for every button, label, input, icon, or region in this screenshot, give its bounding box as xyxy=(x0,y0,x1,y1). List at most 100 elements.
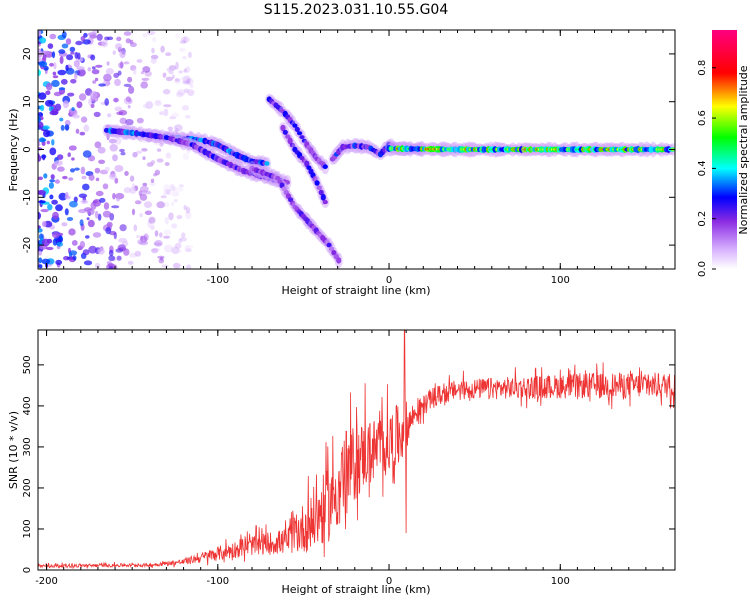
heatmap-noise-cell xyxy=(68,177,74,181)
heatmap-noise-cell xyxy=(55,204,63,212)
heatmap-noise-cell xyxy=(109,144,118,152)
heatmap-noise-cell xyxy=(94,210,99,219)
heatmap-noise-cell xyxy=(82,249,90,256)
heatmap-ridge-cell xyxy=(328,246,335,252)
heatmap-noise-cell xyxy=(94,77,99,82)
heatmap-noise-cell xyxy=(172,262,181,269)
heatmap-noise-cell xyxy=(116,111,124,116)
heatmap-noise-cell xyxy=(40,208,49,213)
heatmap-ridge-cell xyxy=(289,142,296,148)
spectrogram-ytick-label: -10 xyxy=(22,189,33,205)
heatmap-noise-cell xyxy=(54,103,62,112)
heatmap-noise-cell xyxy=(80,116,88,123)
heatmap-noise-cell xyxy=(98,159,106,164)
heatmap-noise-cell xyxy=(186,78,194,86)
heatmap-noise-cell xyxy=(105,68,114,75)
spectrogram-xtick-label: 100 xyxy=(551,275,570,286)
heatmap-noise-cell xyxy=(116,36,122,42)
heatmap-noise-cell xyxy=(150,222,155,229)
colorbar-label: Normalized spectral amplitude xyxy=(737,65,750,234)
heatmap-noise-cell xyxy=(156,148,162,152)
heatmap-ridge-cell xyxy=(275,176,281,181)
heatmap-ridge-cell xyxy=(299,135,305,140)
heatmap-noise-cell xyxy=(70,109,78,117)
heatmap-noise-cell xyxy=(159,232,163,238)
heatmap-noise-cell xyxy=(57,69,67,76)
heatmap-noise-cell xyxy=(146,162,154,167)
heatmap-noise-cell xyxy=(168,70,174,75)
heatmap-noise-cell xyxy=(51,51,56,59)
heatmap-noise-cell xyxy=(62,100,69,109)
heatmap-noise-cell xyxy=(152,37,157,43)
heatmap-noise-cell xyxy=(159,111,164,116)
heatmap-noise-cell xyxy=(175,128,179,135)
heatmap-noise-cell xyxy=(49,179,56,183)
heatmap-noise-cell xyxy=(80,166,86,175)
heatmap-noise-cell xyxy=(38,30,42,37)
heatmap-noise-cell xyxy=(114,165,124,172)
heatmap-noise-cell xyxy=(55,259,63,265)
heatmap-noise-cell xyxy=(79,209,85,213)
heatmap-noise-cell xyxy=(67,92,75,97)
heatmap-noise-cell xyxy=(181,105,190,111)
heatmap-noise-cell xyxy=(92,80,97,84)
heatmap-noise-cell xyxy=(137,239,144,245)
heatmap-noise-cell xyxy=(119,117,127,125)
heatmap-noise-cell xyxy=(151,248,159,254)
heatmap-noise-cell xyxy=(51,79,60,88)
spectrogram-ytick-label: 0 xyxy=(22,146,33,152)
heatmap-noise-cell xyxy=(119,148,125,153)
heatmap-noise-cell xyxy=(189,130,193,137)
heatmap-noise-cell xyxy=(38,228,43,233)
heatmap-noise-cell xyxy=(38,69,41,77)
heatmap-noise-cell xyxy=(49,194,54,200)
heatmap-noise-cell xyxy=(82,183,90,191)
heatmap-noise-cell xyxy=(49,62,54,67)
heatmap-noise-cell xyxy=(184,115,191,119)
heatmap-noise-cell xyxy=(105,227,112,235)
heatmap-noise-cell xyxy=(52,71,57,76)
heatmap-ridge-cell xyxy=(264,161,270,166)
heatmap-noise-cell xyxy=(101,39,109,48)
heatmap-noise-cell xyxy=(170,183,175,188)
heatmap-noise-cell xyxy=(43,129,51,138)
heatmap-noise-cell xyxy=(62,175,68,180)
heatmap-noise-cell xyxy=(178,47,186,52)
figure-title: S115.2023.031.10.55.G04 xyxy=(264,2,449,18)
heatmap-noise-cell xyxy=(156,158,164,163)
heatmap-noise-cell xyxy=(142,66,151,73)
heatmap-noise-cell xyxy=(174,78,180,83)
heatmap-noise-cell xyxy=(165,188,171,195)
heatmap-noise-cell xyxy=(147,220,152,228)
heatmap-noise-cell xyxy=(185,66,191,73)
heatmap-noise-cell xyxy=(127,76,133,83)
snr-xtick-label: -200 xyxy=(35,576,58,587)
heatmap-ridge-cell xyxy=(280,124,286,132)
heatmap-noise-cell xyxy=(38,112,44,118)
heatmap-noise-cell xyxy=(41,238,50,247)
heatmap-noise-cell xyxy=(97,248,105,255)
heatmap-noise-cell xyxy=(72,255,77,261)
heatmap-noise-cell xyxy=(87,219,95,228)
heatmap-noise-cell xyxy=(129,42,137,48)
heatmap-noise-cell xyxy=(118,62,124,69)
heatmap-noise-cell xyxy=(87,32,97,37)
heatmap-noise-cell xyxy=(170,191,180,197)
heatmap-noise-cell xyxy=(91,66,96,70)
heatmap-noise-cell xyxy=(50,174,55,180)
heatmap-noise-cell xyxy=(40,104,45,112)
heatmap-noise-cell xyxy=(159,142,164,148)
heatmap-noise-cell xyxy=(151,47,155,54)
heatmap-noise-cell xyxy=(83,207,93,212)
heatmap-noise-cell xyxy=(107,113,112,118)
heatmap-noise-cell xyxy=(164,244,173,253)
heatmap-noise-cell xyxy=(187,89,195,96)
heatmap-noise-cell xyxy=(90,201,97,210)
heatmap-noise-cell xyxy=(140,81,148,89)
heatmap-noise-cell xyxy=(139,185,149,193)
heatmap-noise-cell xyxy=(114,177,119,184)
heatmap-noise-cell xyxy=(103,202,110,210)
heatmap-noise-cell xyxy=(45,82,53,91)
heatmap-noise-cell xyxy=(142,139,151,143)
heatmap-ridge-cell xyxy=(292,123,298,128)
